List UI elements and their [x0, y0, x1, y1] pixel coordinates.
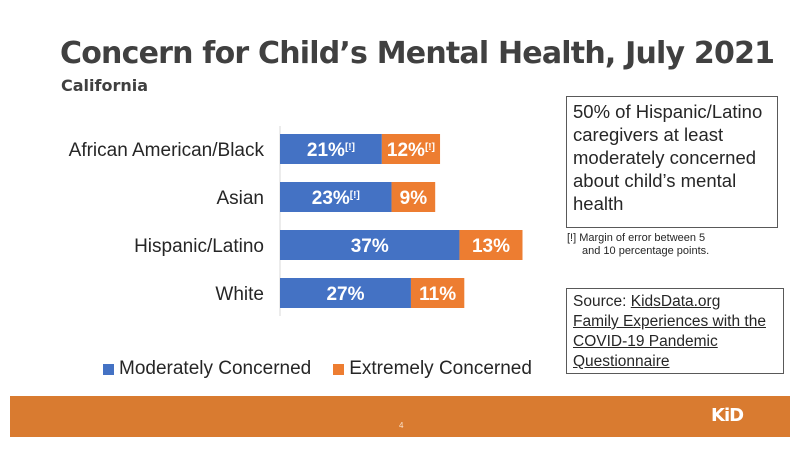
- category-label: Asian: [216, 188, 264, 209]
- legend-item-extremely-concerned: Extremely Concerned: [333, 358, 532, 380]
- data-label: 27%: [326, 284, 364, 305]
- bar-extremely-concerned: [459, 230, 523, 260]
- bar-extremely-concerned: [381, 134, 441, 164]
- slide-title: Concern for Child’s Mental Health, July …: [60, 36, 775, 71]
- bar-moderately-concerned: [280, 182, 392, 212]
- page-number: 4: [399, 421, 404, 430]
- category-label: African American/Black: [69, 140, 265, 161]
- chart-legend: Moderately Concerned Extremely Concerned: [103, 358, 554, 380]
- data-label: 37%: [351, 236, 389, 257]
- legend-swatch-blue: [103, 363, 114, 375]
- data-label: 23%[!]: [312, 188, 360, 209]
- category-label: Hispanic/Latino: [134, 236, 264, 257]
- bar-extremely-concerned: [391, 182, 436, 212]
- data-label: 9%: [400, 188, 428, 209]
- margin-of-error-flag: [!]: [345, 142, 355, 153]
- slide-subtitle: California: [61, 76, 149, 95]
- footer-band: 4 KiD: [10, 396, 790, 437]
- bar-moderately-concerned: [280, 278, 411, 308]
- source-link-questionnaire[interactable]: Family Experiences with the COVID-19 Pan…: [573, 313, 766, 370]
- note-line-1: [!] Margin of error between 5: [567, 232, 706, 244]
- source-prefix: Source:: [573, 293, 631, 310]
- legend-swatch-orange: [333, 363, 345, 375]
- kid-logo-icon: KiD: [711, 405, 744, 426]
- bar-moderately-concerned: [280, 134, 382, 164]
- bars-group: African American/Black 21%[!] 12%[!] Asian 2…: [69, 134, 523, 308]
- note-line-2: and 10 percentage points.: [582, 245, 710, 257]
- legend-item-moderately-concerned: Moderately Concerned: [103, 358, 311, 380]
- source-link-kidsdata[interactable]: KidsData.org: [630, 293, 721, 310]
- legend-label: Moderately Concerned: [119, 358, 312, 379]
- data-label: 13%: [472, 236, 510, 257]
- callout-box: 50% of Hispanic/Latino caregivers at lea…: [566, 96, 778, 228]
- source-box: Source: KidsData.org Family Experiences …: [566, 288, 784, 374]
- data-label: 21%[!]: [307, 140, 355, 161]
- stacked-bar-chart: African American/Black 21%[!] 12%[!] Asian 2…: [69, 126, 523, 316]
- margin-of-error-flag: [!]: [425, 142, 435, 153]
- bar-moderately-concerned: [280, 230, 460, 260]
- margin-of-error-flag: [!]: [350, 190, 360, 201]
- bar-extremely-concerned: [410, 278, 465, 308]
- category-label: White: [215, 284, 264, 305]
- margin-of-error-note: [!] Margin of error between 5 and 10 per…: [567, 232, 787, 258]
- data-label: 12%[!]: [387, 140, 435, 161]
- data-label: 11%: [419, 284, 456, 305]
- legend-label: Extremely Concerned: [349, 358, 532, 379]
- callout-text: 50% of Hispanic/Latino caregivers at lea…: [573, 101, 763, 214]
